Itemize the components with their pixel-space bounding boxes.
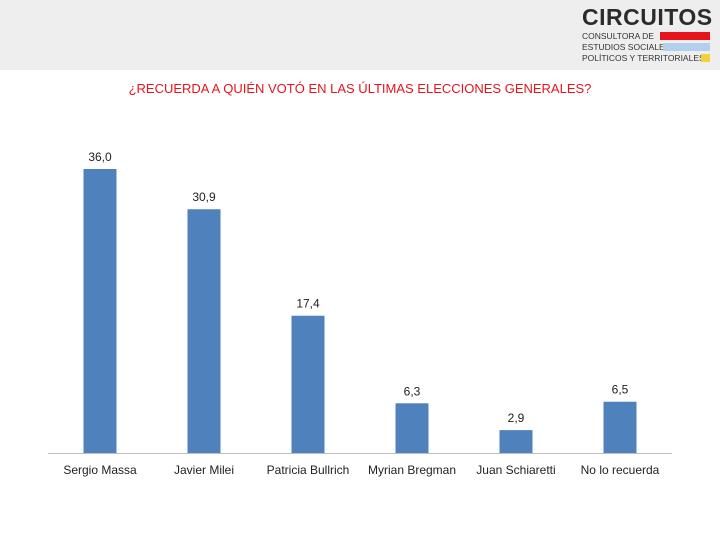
data-label-3: 6,3 [404, 384, 421, 398]
data-label-4: 2,9 [508, 411, 525, 425]
bar-4 [499, 430, 533, 453]
bar-0 [83, 169, 117, 453]
x-tick-label-2: Patricia Bullrich [267, 463, 350, 477]
data-label-2: 17,4 [296, 297, 320, 311]
bar-2 [291, 315, 325, 453]
data-label-1: 30,9 [192, 190, 216, 204]
data-label-5: 6,5 [612, 383, 629, 397]
bars-group [83, 169, 637, 453]
brand-logo: CIRCUITOS CONSULTORA DE ESTUDIOS SOCIALE… [582, 4, 713, 66]
x-tick-label-0: Sergio Massa [63, 463, 137, 477]
logo-line-2: ESTUDIOS SOCIALES, [582, 42, 673, 52]
data-label-0: 36,0 [88, 150, 112, 164]
bar-3 [395, 403, 429, 453]
labels-group: 36,0 Sergio Massa 30,9 Javier Milei 17,4 Patr… [63, 150, 659, 477]
x-tick-label-5: No lo recuerda [581, 463, 660, 477]
logo-red-bar [660, 32, 710, 40]
logo-yellow-bar [701, 54, 710, 62]
bar-1 [187, 209, 221, 453]
logo-name: CIRCUITOS [582, 4, 713, 30]
x-tick-label-1: Javier Milei [174, 463, 234, 477]
chart-title: ¿RECUERDA A QUIÉN VOTÓ EN LAS ÚLTIMAS EL… [128, 81, 592, 96]
logo-line-3: POLÍTICOS Y TERRITORIALES [582, 53, 705, 63]
header-band [0, 0, 720, 70]
logo-blue-bar [663, 43, 710, 51]
x-tick-label-4: Juan Schiaretti [476, 463, 555, 477]
bar-5 [603, 401, 637, 453]
logo-line-1: CONSULTORA DE [582, 31, 654, 41]
x-tick-label-3: Myrian Bregman [368, 463, 456, 477]
